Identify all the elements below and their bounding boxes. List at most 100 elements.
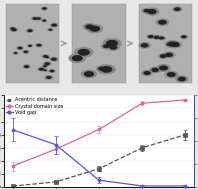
Ellipse shape <box>148 35 154 38</box>
Ellipse shape <box>97 64 116 74</box>
Ellipse shape <box>164 71 178 78</box>
Ellipse shape <box>158 53 169 59</box>
Bar <box>72 4 126 83</box>
Ellipse shape <box>141 70 153 76</box>
Ellipse shape <box>42 69 48 72</box>
Ellipse shape <box>159 65 168 70</box>
Ellipse shape <box>28 45 32 47</box>
Ellipse shape <box>160 54 167 58</box>
Ellipse shape <box>39 68 44 71</box>
Ellipse shape <box>170 41 181 47</box>
Ellipse shape <box>180 34 188 39</box>
Ellipse shape <box>28 45 31 47</box>
Ellipse shape <box>109 45 117 50</box>
Ellipse shape <box>155 19 169 26</box>
Ellipse shape <box>165 42 174 47</box>
Ellipse shape <box>74 47 93 58</box>
Ellipse shape <box>143 9 150 12</box>
Ellipse shape <box>44 62 50 65</box>
Ellipse shape <box>147 9 157 14</box>
Ellipse shape <box>24 65 29 68</box>
Ellipse shape <box>46 76 52 79</box>
Ellipse shape <box>41 19 47 22</box>
Ellipse shape <box>16 46 24 50</box>
Ellipse shape <box>158 20 167 25</box>
Ellipse shape <box>43 69 47 71</box>
Ellipse shape <box>102 38 122 49</box>
Ellipse shape <box>144 8 159 16</box>
Ellipse shape <box>163 51 175 58</box>
Ellipse shape <box>47 28 54 32</box>
Ellipse shape <box>27 44 32 47</box>
Ellipse shape <box>138 42 151 49</box>
Ellipse shape <box>167 43 172 46</box>
Ellipse shape <box>43 61 52 66</box>
Ellipse shape <box>141 43 148 48</box>
Ellipse shape <box>51 23 57 27</box>
Ellipse shape <box>48 29 52 31</box>
Ellipse shape <box>10 27 18 32</box>
Ellipse shape <box>36 17 41 20</box>
Ellipse shape <box>152 35 161 40</box>
Ellipse shape <box>42 54 50 59</box>
Ellipse shape <box>18 47 23 50</box>
Ellipse shape <box>171 42 180 47</box>
Ellipse shape <box>12 51 18 55</box>
Ellipse shape <box>169 41 182 48</box>
Ellipse shape <box>27 29 32 32</box>
Ellipse shape <box>101 66 112 73</box>
Ellipse shape <box>51 58 57 61</box>
Ellipse shape <box>45 56 50 59</box>
Ellipse shape <box>35 17 42 21</box>
Ellipse shape <box>14 52 17 54</box>
Ellipse shape <box>101 43 112 49</box>
Bar <box>6 4 59 83</box>
Ellipse shape <box>84 71 94 77</box>
Ellipse shape <box>42 19 46 22</box>
Ellipse shape <box>85 24 94 29</box>
Ellipse shape <box>168 41 177 47</box>
Ellipse shape <box>37 44 42 47</box>
Ellipse shape <box>72 55 83 61</box>
Ellipse shape <box>43 65 47 67</box>
Ellipse shape <box>83 23 97 31</box>
Ellipse shape <box>157 36 166 40</box>
Bar <box>139 4 192 83</box>
Ellipse shape <box>11 28 17 31</box>
Ellipse shape <box>41 6 48 11</box>
Ellipse shape <box>175 75 188 83</box>
Ellipse shape <box>96 66 108 72</box>
Ellipse shape <box>178 77 186 81</box>
Ellipse shape <box>49 57 59 62</box>
Ellipse shape <box>43 55 48 58</box>
Ellipse shape <box>24 50 28 53</box>
Ellipse shape <box>172 42 179 46</box>
Ellipse shape <box>31 16 39 21</box>
Ellipse shape <box>10 27 15 30</box>
Ellipse shape <box>9 27 16 30</box>
Ellipse shape <box>144 71 151 75</box>
Ellipse shape <box>42 64 48 68</box>
Ellipse shape <box>26 29 34 33</box>
Ellipse shape <box>50 23 59 28</box>
Ellipse shape <box>27 44 33 47</box>
Ellipse shape <box>78 49 90 56</box>
Ellipse shape <box>86 24 103 33</box>
Ellipse shape <box>165 53 173 57</box>
Ellipse shape <box>159 36 164 40</box>
Ellipse shape <box>42 7 47 10</box>
Ellipse shape <box>142 8 152 13</box>
Ellipse shape <box>22 64 31 69</box>
Ellipse shape <box>156 64 171 72</box>
Ellipse shape <box>22 50 30 54</box>
Ellipse shape <box>68 53 86 63</box>
Ellipse shape <box>35 43 43 47</box>
Ellipse shape <box>165 40 180 48</box>
Ellipse shape <box>106 40 118 47</box>
Ellipse shape <box>167 72 176 77</box>
Ellipse shape <box>149 67 161 73</box>
Ellipse shape <box>181 35 187 38</box>
Ellipse shape <box>44 75 53 80</box>
Ellipse shape <box>89 26 100 32</box>
Ellipse shape <box>174 7 181 11</box>
